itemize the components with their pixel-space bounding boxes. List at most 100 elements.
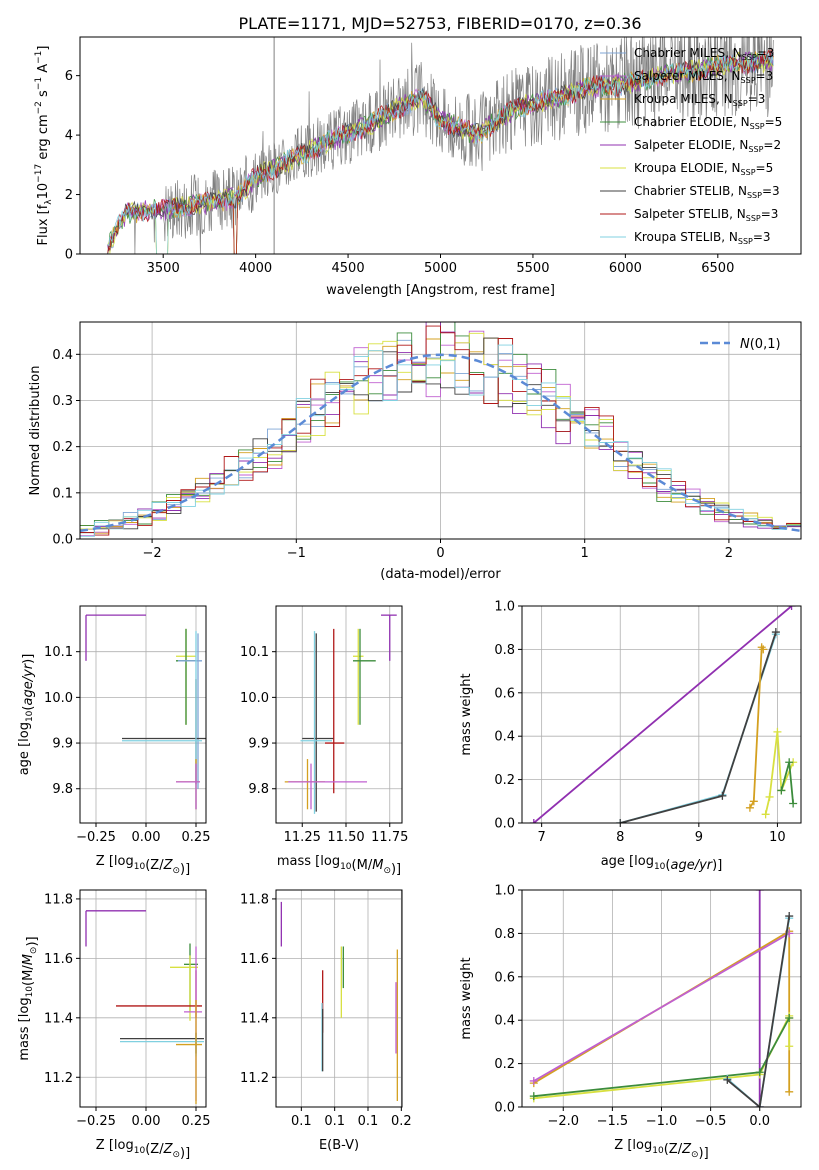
weight-marker <box>771 628 780 637</box>
x-tick-label: 0.1 <box>291 1114 312 1129</box>
x-tick-label: 0.2 <box>391 1114 412 1129</box>
errorbar-point <box>170 955 198 1021</box>
plot-area-mass-vs-z <box>85 910 204 1105</box>
y-tick-label: 10.1 <box>240 645 269 660</box>
errorbar-point <box>85 614 146 661</box>
errorbar-point <box>122 631 202 810</box>
errorbar-point <box>325 628 345 794</box>
y-tick-label: 0.1 <box>52 486 73 501</box>
x-tick-label: 0.00 <box>132 1114 161 1129</box>
y-tick-label: 0 <box>65 248 73 263</box>
x-tick-label: 0.1 <box>358 1114 379 1129</box>
model-kroupa-stelib <box>107 49 774 254</box>
x-tick-label: 11.25 <box>284 830 321 845</box>
x-tick-label: 3500 <box>147 261 180 276</box>
y-tick-label: 10.1 <box>44 645 73 660</box>
x-axis-label: (data-model)/error <box>380 567 501 582</box>
histogram-kroupa-stelib <box>80 344 801 537</box>
y-tick-label: 4 <box>65 129 73 144</box>
y-tick-label: 9.9 <box>52 737 73 752</box>
x-axis-label: E(B-V) <box>319 1138 359 1153</box>
y-tick-label: 0.6 <box>494 970 515 985</box>
x-tick-label: −0.25 <box>76 1114 116 1129</box>
plot-area-mass-vs-ebv <box>280 901 398 1102</box>
legend-entry: Chabrier ELODIE, NSSP=5 <box>634 115 782 131</box>
weight-line-salpeter-elodie <box>533 606 793 823</box>
legend-entry: Kroupa STELIB, NSSP=3 <box>634 230 771 246</box>
weight-marker <box>723 1075 732 1084</box>
x-axis-label: Z [log10(Z/Z⊙)] <box>96 1138 190 1161</box>
legend-entry: Salpeter STELIB, NSSP=3 <box>634 207 778 223</box>
weight-marker <box>785 1042 794 1051</box>
legend-entry: Salpeter ELODIE, NSSP=2 <box>634 138 781 154</box>
errorbar-point <box>85 910 146 947</box>
histogram-salpeter-stelib <box>80 325 801 536</box>
y-tick-label: 0.0 <box>52 533 73 548</box>
weight-marker <box>529 1076 538 1085</box>
y-tick-label: 0.2 <box>494 773 515 788</box>
x-tick-label: −2.0 <box>547 1114 579 1129</box>
y-tick-label: 11.2 <box>240 1071 269 1086</box>
weight-marker <box>749 797 758 806</box>
x-tick-label: 0.00 <box>132 830 161 845</box>
x-tick-label: 0 <box>436 546 444 561</box>
plot-area-mass-weight-vs-age <box>529 606 798 823</box>
y-tick-label: 10.0 <box>44 691 73 706</box>
x-tick-label: −0.5 <box>695 1114 727 1129</box>
legend-entry: Kroupa MILES, NSSP=3 <box>634 92 765 108</box>
panel-age-vs-mass: 11.25 11.50 11.75 9.8 9.9 10.0 10.1 mass [log10… <box>240 605 408 877</box>
x-tick-label: −1 <box>287 546 306 561</box>
y-axis-label: mass weight <box>459 957 474 1039</box>
y-axis-label: Normed distribution <box>28 366 43 496</box>
x-tick-label: −1.0 <box>646 1114 678 1129</box>
gaussian-curve <box>80 353 801 533</box>
weight-marker <box>529 819 538 823</box>
weight-line-salpeter-miles <box>533 932 790 1082</box>
errorbar-point <box>284 759 325 810</box>
weight-line-kroupa-stelib <box>619 633 777 823</box>
weight-marker <box>785 912 794 921</box>
x-tick-label: 5500 <box>516 261 549 276</box>
legend-entry: Chabrier MILES, NSSP=3 <box>634 46 774 62</box>
y-tick-label: 11.4 <box>240 1011 269 1026</box>
y-tick-label: 9.8 <box>248 782 269 797</box>
y-tick-label: 2 <box>65 188 73 203</box>
panels: 3500 4000 4500 5000 5500 6000 6500 0 2 4 6 waveleng… <box>17 36 802 1161</box>
y-tick-label: 11.8 <box>44 892 73 907</box>
axes-frame <box>79 605 207 824</box>
histogram-kroupa-elodie <box>80 332 801 530</box>
errorbar-point <box>381 614 397 661</box>
x-tick-label: 1 <box>581 546 589 561</box>
y-tick-label: 0.0 <box>494 1101 515 1116</box>
weight-marker <box>529 1092 538 1101</box>
x-tick-label: 0.25 <box>182 830 211 845</box>
panel-mass-vs-z: −0.25 0.00 0.25 11.2 11.4 11.6 11.8 Z [log10(Z/… <box>17 889 210 1161</box>
x-tick-label: 5000 <box>424 261 457 276</box>
axes-frame <box>275 889 403 1108</box>
x-axis-label: Z [log10(Z/Z⊙)] <box>614 1138 708 1161</box>
errorbar-point <box>122 679 206 785</box>
x-axis-label: mass [log10(M/M⊙)] <box>277 854 401 877</box>
weight-marker <box>755 1103 764 1107</box>
weight-marker <box>755 890 764 894</box>
y-tick-label: 0.8 <box>494 927 515 942</box>
x-axis-label: age [log10(age/yr)] <box>601 854 723 873</box>
legend-entry: Chabrier STELIB, NSSP=3 <box>634 184 780 200</box>
axes-frame <box>521 605 802 824</box>
weight-marker <box>785 1014 794 1023</box>
y-tick-label: 0.4 <box>494 1014 515 1029</box>
y-tick-label: 0.4 <box>52 348 73 363</box>
y-tick-label: 9.8 <box>52 782 73 797</box>
y-tick-label: 11.6 <box>44 952 73 967</box>
weight-marker <box>773 727 782 736</box>
spectrum-legend: Chabrier MILES, NSSP=3 Salpeter MILES, NS… <box>600 46 782 246</box>
weight-marker <box>785 758 794 767</box>
y-axis-label: mass [log10(M/M⊙)] <box>17 936 40 1060</box>
y-tick-label: 11.8 <box>240 892 269 907</box>
errorbar-point <box>176 763 200 810</box>
errorbar-point <box>300 631 332 814</box>
y-axis-label: Flux [fλ10−17 erg cm−2 s−1 A−1] <box>34 46 54 246</box>
legend-entry: Salpeter MILES, NSSP=3 <box>634 69 773 85</box>
y-tick-label: 0.8 <box>494 643 515 658</box>
legend-entry: Kroupa ELODIE, NSSP=5 <box>634 161 773 177</box>
